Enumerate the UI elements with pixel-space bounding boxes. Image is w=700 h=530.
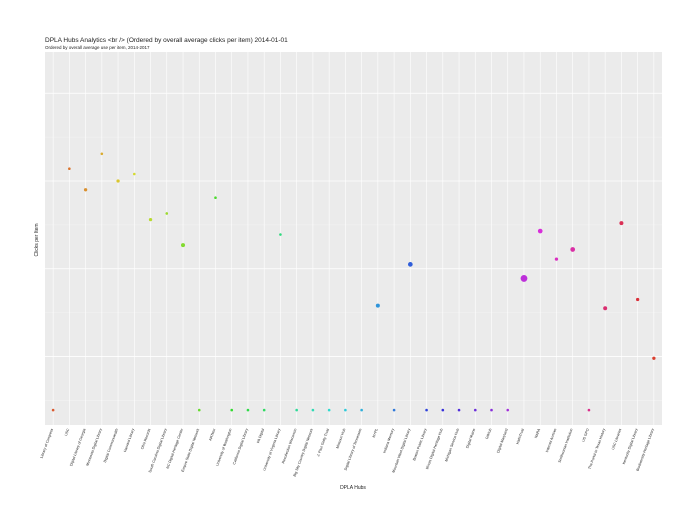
point bbox=[295, 408, 298, 412]
point bbox=[327, 408, 331, 412]
x-tick-label: Digital Library of Tennessee bbox=[344, 428, 363, 471]
x-tick-label: PA Digital bbox=[256, 428, 265, 444]
point bbox=[652, 356, 656, 360]
x-tick-label: Digital Maryland bbox=[496, 428, 509, 454]
x-tick-label: Illinois Digital Heritage Hub bbox=[425, 428, 444, 470]
point bbox=[603, 306, 608, 311]
x-tick-label: Internet Archive bbox=[545, 428, 557, 453]
x-tick-label: California Digital Library bbox=[232, 428, 249, 465]
x-tick-label: Big Sky Country Digital Network bbox=[293, 428, 314, 477]
point bbox=[165, 212, 169, 215]
chart-subtitle: Ordered by overall average use per item,… bbox=[45, 45, 150, 50]
x-tick-label: South Carolina Digital Library bbox=[148, 428, 168, 473]
x-tick-label: Minnesota Digital Library bbox=[85, 428, 102, 467]
point bbox=[570, 247, 576, 252]
x-tick-label: Smithsonian Institution bbox=[558, 428, 574, 463]
point bbox=[344, 408, 347, 412]
point bbox=[520, 275, 528, 282]
point bbox=[457, 408, 461, 412]
x-tick-label: Recollection Wisconsin bbox=[281, 428, 297, 464]
x-tick-label: NC Digital Heritage Center bbox=[166, 427, 185, 469]
x-tick-label: Harvard Library bbox=[123, 428, 135, 453]
point bbox=[506, 408, 510, 412]
x-tick-label: US GPO bbox=[581, 428, 590, 443]
point bbox=[246, 408, 250, 412]
point bbox=[441, 408, 445, 412]
point bbox=[360, 408, 363, 412]
point bbox=[51, 408, 55, 412]
point bbox=[133, 172, 136, 176]
point bbox=[425, 408, 428, 412]
plot-panel bbox=[45, 52, 662, 425]
x-tick-label: Library of Congress bbox=[40, 428, 55, 459]
point bbox=[262, 408, 266, 412]
point bbox=[116, 179, 120, 183]
x-tick-label: University of Virginia Library bbox=[262, 428, 281, 472]
x-tick-label: Boston Public Library bbox=[412, 428, 427, 461]
x-tick-label: Digital Maine bbox=[465, 428, 476, 449]
x-tick-label: Michigan Service Hub bbox=[444, 428, 460, 462]
point bbox=[100, 152, 104, 156]
chart-title: DPLA Hubs Analytics <br /> (Ordered by o… bbox=[45, 37, 288, 44]
x-tick-label: University of Washington bbox=[215, 428, 232, 467]
point bbox=[407, 262, 413, 267]
point bbox=[375, 303, 380, 308]
point bbox=[473, 408, 477, 412]
x-tick-label: Kentucky Digital Library bbox=[622, 428, 639, 465]
point bbox=[619, 221, 624, 226]
point bbox=[148, 217, 153, 222]
x-tick-label: Biodiversity Heritage Library bbox=[636, 428, 655, 472]
x-tick-label: NARA bbox=[534, 427, 541, 438]
x-tick-label: Indiana Memory bbox=[382, 428, 395, 454]
x-tick-label: Digital Commonwealth bbox=[103, 428, 119, 463]
point bbox=[197, 408, 201, 412]
x-tick-label: J. Paul Getty Trust bbox=[316, 428, 330, 457]
point bbox=[230, 408, 234, 412]
point bbox=[554, 257, 559, 261]
point bbox=[279, 233, 282, 236]
point bbox=[311, 408, 315, 412]
x-tick-label: ARTstor bbox=[208, 427, 216, 441]
x-tick-label: Ohio Records bbox=[140, 428, 151, 450]
point bbox=[68, 167, 71, 171]
x-tick-label: USC bbox=[64, 428, 70, 437]
x-tick-label: HathiTrust bbox=[516, 428, 525, 445]
x-axis-label: DPLA Hubs bbox=[340, 485, 366, 491]
point bbox=[537, 228, 543, 234]
x-tick-label: USC Libraries bbox=[611, 428, 622, 451]
x-tick-label: Mountain West Digital Library bbox=[391, 428, 411, 474]
x-tick-label: Empire State Digital Network bbox=[181, 428, 201, 473]
point bbox=[181, 243, 186, 248]
point bbox=[214, 196, 217, 199]
x-tick-label: The Portal to Texas History bbox=[588, 428, 607, 470]
x-tick-label: NYPL bbox=[372, 428, 379, 438]
point bbox=[83, 188, 88, 192]
point bbox=[635, 297, 640, 302]
point bbox=[392, 408, 396, 412]
y-axis-label: Clicks per Item bbox=[34, 223, 40, 256]
x-tick-label: GitHub bbox=[485, 428, 493, 440]
point bbox=[490, 408, 493, 412]
point bbox=[587, 408, 591, 412]
x-tick-label: Missouri Hub bbox=[335, 428, 346, 449]
x-tick-label: Digital Library of Georgia bbox=[69, 428, 86, 467]
